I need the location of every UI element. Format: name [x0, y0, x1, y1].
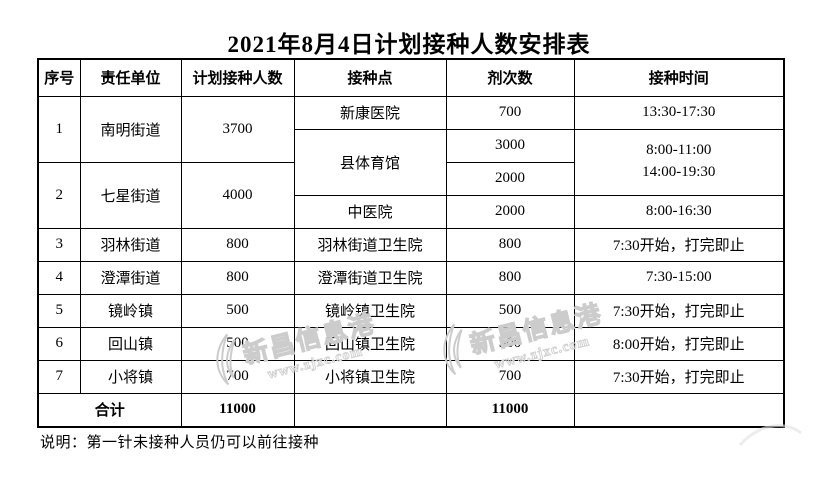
- cell-doses: 800: [445, 260, 575, 295]
- cell-planned: 800: [180, 227, 295, 262]
- table-row: 县体育馆 3000 8:00-11:00 14:00-19:30: [38, 128, 785, 196]
- cell-seq: 6: [37, 326, 81, 361]
- header-planned: 计划接种人数: [180, 58, 295, 97]
- cell-site: 新康医院: [293, 95, 447, 130]
- cell-planned: 500: [180, 326, 295, 361]
- table-row: 6 回山镇 500 回山镇卫生院 500 8:00开始，打完即止: [37, 326, 785, 361]
- schedule-table: 序号 责任单位 计划接种人数 接种点 剂次数 接种时间 1 南明街道 3700 …: [37, 58, 785, 428]
- cell-seq: 7: [37, 359, 81, 394]
- cell-site: 小将镇卫生院: [293, 359, 447, 394]
- total-site-empty: [293, 392, 447, 428]
- cell-unit: 七星街道: [79, 161, 182, 229]
- cell-time: 8:00开始，打完即止: [573, 326, 785, 361]
- table-row: 1 南明街道 3700 新康医院 700 13:30-17:30: [37, 95, 785, 163]
- cell-doses: 500: [445, 326, 575, 361]
- table-row: 7 小将镇 700 小将镇卫生院 700 7:30开始，打完即止: [37, 359, 785, 394]
- table-row: 3 羽林街道 800 羽林街道卫生院 800 7:30开始，打完即止: [37, 227, 785, 262]
- cell-seq: 3: [37, 227, 81, 262]
- cell-doses: 3000: [445, 128, 575, 163]
- cell-site: 回山镇卫生院: [293, 326, 447, 361]
- table-header-row: 序号 责任单位 计划接种人数 接种点 剂次数 接种时间: [37, 58, 785, 97]
- cell-unit: 南明街道: [79, 95, 182, 163]
- cell-site: 县体育馆: [293, 128, 447, 196]
- cell-planned: 3700: [180, 95, 295, 163]
- cell-doses: 2000: [445, 161, 575, 196]
- cell-time: 7:30开始，打完即止: [573, 359, 785, 394]
- cell-unit: 镜岭镇: [79, 293, 182, 328]
- note-text: 说明：第一针未接种人员仍可以前往接种: [40, 435, 320, 451]
- header-seq: 序号: [37, 58, 81, 97]
- cell-time: 7:30开始，打完即止: [573, 293, 785, 328]
- time-line-2: 14:00-19:30: [642, 164, 716, 180]
- cell-site: 澄潭街道卫生院: [293, 260, 447, 295]
- cell-time: 7:30-15:00: [573, 260, 785, 295]
- header-doses: 剂次数: [445, 58, 575, 97]
- cell-planned: 4000: [180, 161, 295, 229]
- cell-doses: 500: [445, 293, 575, 328]
- cell-seq: 2: [37, 161, 81, 229]
- cell-unit: 回山镇: [79, 326, 182, 361]
- cell-time: 8:00-16:30: [573, 194, 785, 229]
- cell-doses: 2000: [445, 194, 575, 229]
- table-total-row: 合计 11000 11000: [37, 392, 785, 428]
- cell-time: 7:30开始，打完即止: [573, 227, 785, 262]
- table-row: 5 镜岭镇 500 镜岭镇卫生院 500 7:30开始，打完即止: [37, 293, 785, 328]
- cell-doses: 700: [445, 359, 575, 394]
- cell-site: 中医院: [293, 194, 447, 229]
- cell-doses: 700: [445, 95, 575, 130]
- cell-doses: 800: [445, 227, 575, 262]
- cell-seq: 5: [37, 293, 81, 328]
- table-row: 2 七星街道 4000 2000: [37, 161, 784, 229]
- cell-planned: 500: [180, 293, 295, 328]
- cell-time: 13:30-17:30: [573, 95, 785, 130]
- table-row: 4 澄潭街道 800 澄潭街道卫生院 800 7:30-15:00: [37, 260, 785, 295]
- page-title: 2021年8月4日计划接种人数安排表: [227, 32, 591, 57]
- total-planned: 11000: [180, 392, 295, 428]
- time-line-1: 8:00-11:00: [646, 142, 712, 159]
- header-time: 接种时间: [573, 58, 785, 97]
- cell-planned: 800: [180, 260, 295, 295]
- cell-unit: 澄潭街道: [79, 260, 182, 295]
- total-label: 合计: [37, 392, 182, 428]
- cell-seq: 1: [37, 95, 81, 163]
- cell-time: 8:00-11:00 14:00-19:30: [573, 128, 785, 196]
- cell-seq: 4: [37, 260, 81, 295]
- table-row: 中医院 2000 8:00-16:30: [38, 194, 785, 229]
- cell-unit: 羽林街道: [79, 227, 182, 262]
- total-time-empty: [573, 392, 785, 428]
- cell-site: 羽林街道卫生院: [293, 227, 447, 262]
- cell-site: 镜岭镇卫生院: [293, 293, 447, 328]
- cell-planned: 700: [180, 359, 295, 394]
- cell-unit: 小将镇: [79, 359, 182, 394]
- header-site: 接种点: [293, 58, 447, 97]
- header-unit: 责任单位: [79, 58, 182, 97]
- total-doses: 11000: [445, 392, 575, 428]
